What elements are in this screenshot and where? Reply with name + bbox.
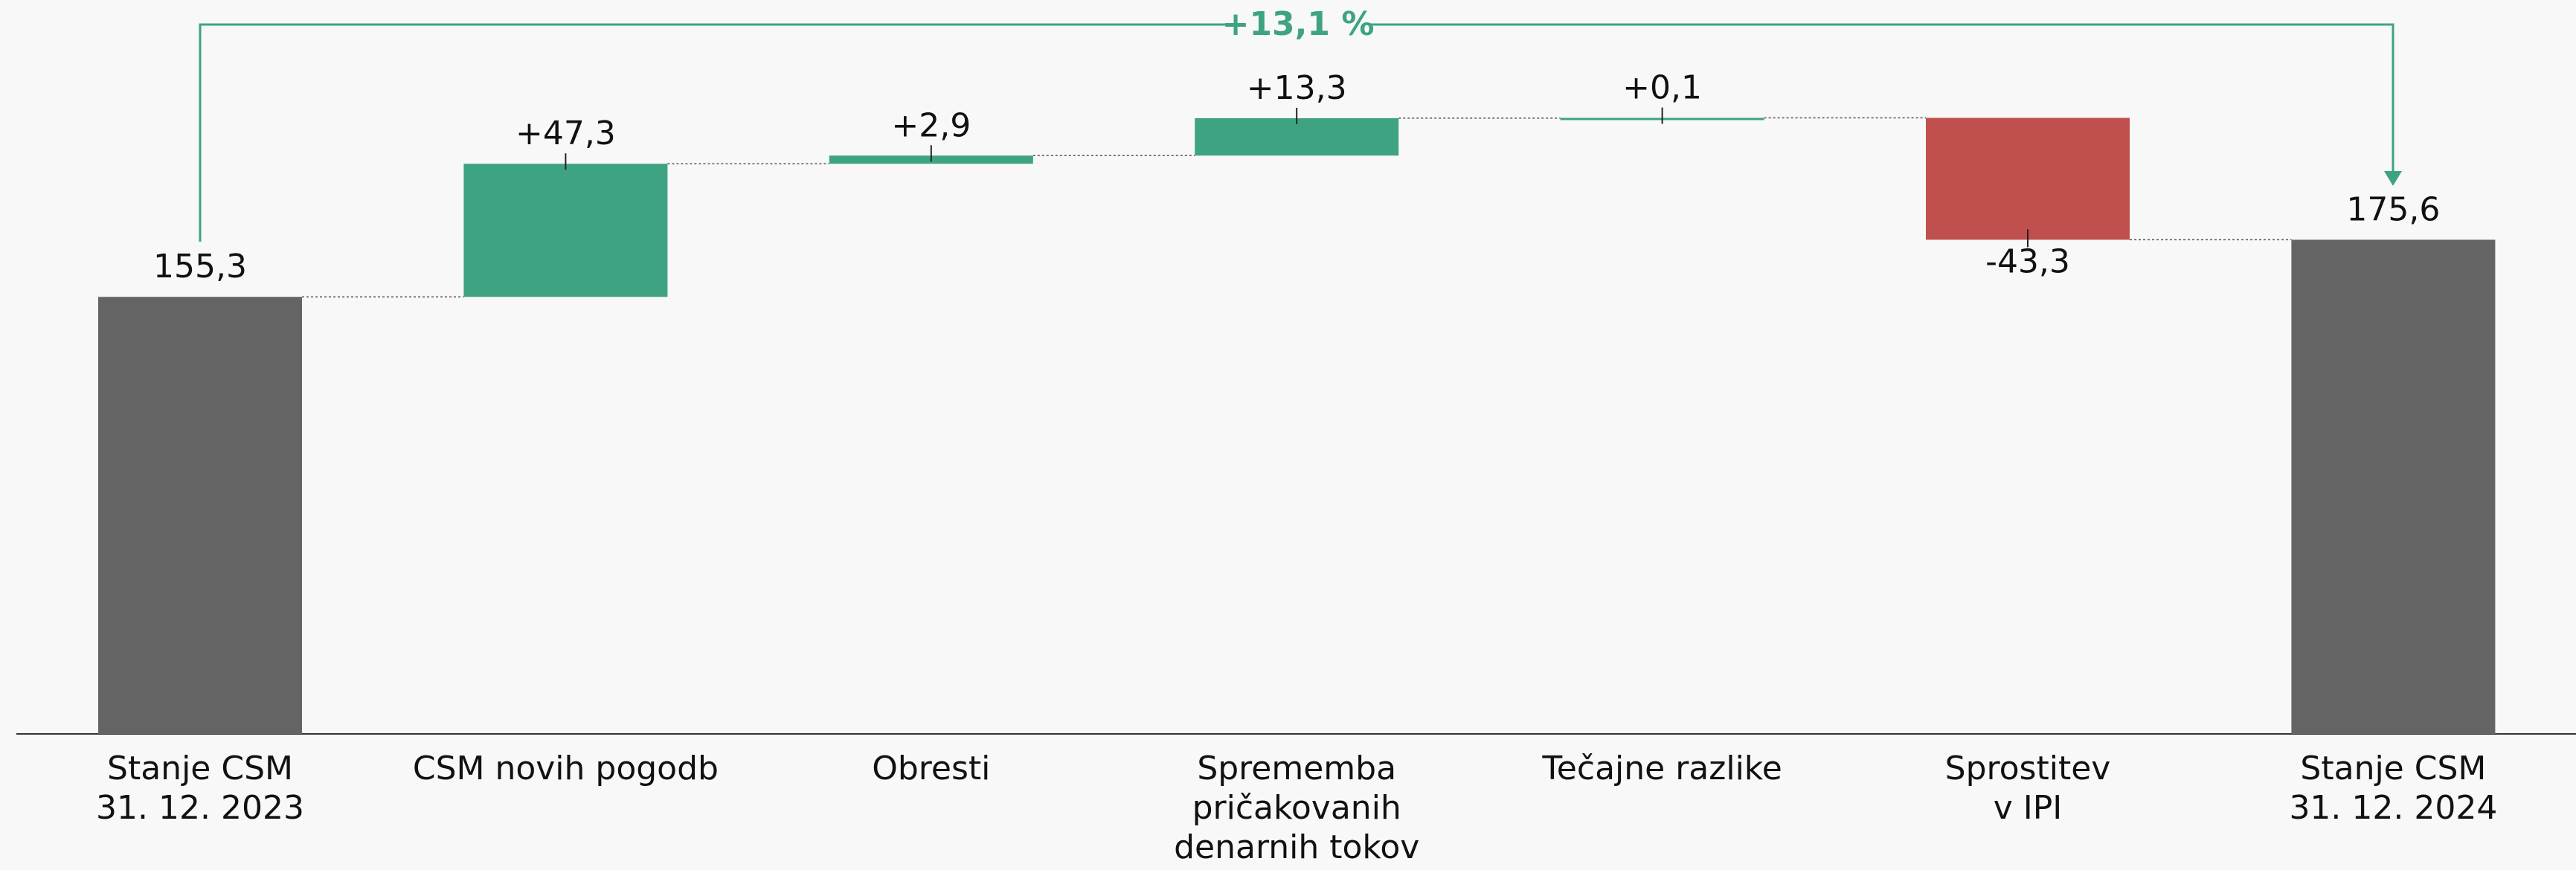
x-tick-label: Sprememba [1197, 750, 1396, 787]
value-label: -43,3 [1985, 242, 2070, 280]
x-tick-label: 31. 12. 2023 [96, 789, 304, 827]
x-tick-label: Sprostitev [1945, 750, 2111, 787]
bar [1195, 117, 1399, 156]
annotation: +13,1 % [1222, 5, 1375, 43]
value-label: +13,3 [1247, 69, 1347, 107]
value-label: 175,6 [2346, 190, 2440, 228]
bar [1926, 117, 2130, 240]
value-label: +2,9 [891, 106, 971, 144]
bar [2291, 239, 2496, 735]
x-tick-label: Obresti [872, 750, 990, 787]
x-tick-label: pričakovanih [1192, 789, 1401, 827]
x-tick-label: Stanje CSM [2300, 750, 2486, 787]
value-label: +0,1 [1622, 69, 1702, 107]
annotation-bracket-left [199, 23, 1227, 242]
x-tick-label: CSM novih pogodb [413, 750, 719, 787]
x-tick-label: Stanje CSM [107, 750, 293, 787]
bar [463, 164, 668, 297]
x-tick-label: v IPI [1994, 789, 2063, 827]
annotation-arrow [2384, 171, 2402, 186]
annotation-bracket-right [1369, 23, 2394, 173]
value-label: +47,3 [515, 115, 616, 152]
x-tick-label: 31. 12. 2024 [2289, 789, 2497, 827]
x-tick-label: Tečajne razlike [1541, 750, 1782, 787]
bar [98, 297, 302, 734]
value-label: 155,3 [153, 248, 247, 286]
x-tick-label: denarnih tokov [1174, 828, 1419, 866]
